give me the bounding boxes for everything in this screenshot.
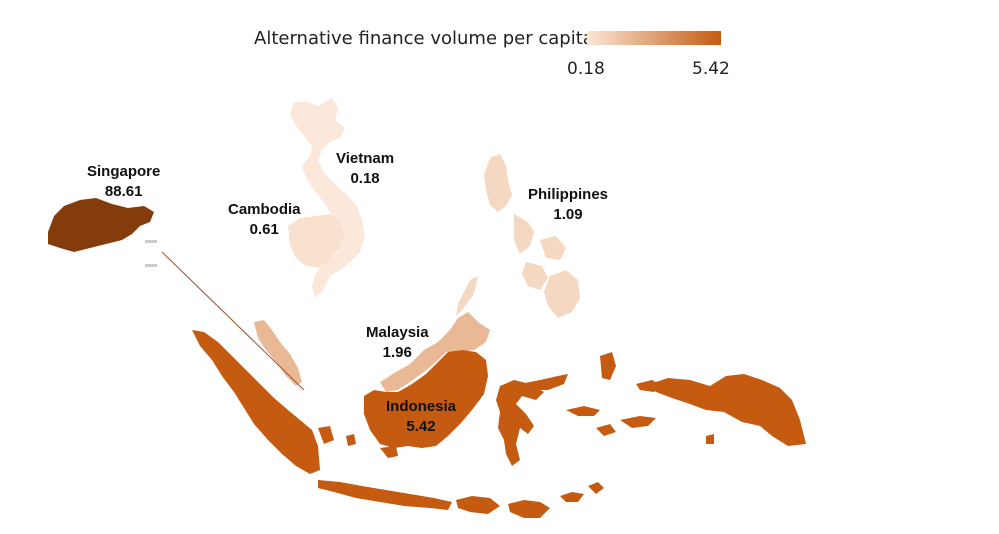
country-indonesia[interactable]: [192, 330, 806, 518]
country-philippines[interactable]: [456, 154, 580, 318]
legend-min-label: 0.18: [567, 59, 605, 79]
label-cambodia-value: 0.61: [249, 221, 279, 238]
label-vietnam-name: Vietnam: [336, 150, 395, 167]
label-philippines: Philippines 1.09: [528, 185, 608, 225]
singapore-leader-line: [161, 251, 305, 391]
inset-mark: [145, 240, 157, 243]
label-singapore: Singapore 88.61: [87, 162, 160, 202]
label-cambodia-name: Cambodia: [228, 201, 301, 218]
label-vietnam: Vietnam 0.18: [336, 149, 394, 189]
legend-title: Alternative finance volume per capita: [254, 28, 594, 49]
inset-mark: [145, 264, 157, 267]
label-vietnam-value: 0.18: [350, 170, 380, 187]
label-singapore-name: Singapore: [87, 163, 161, 180]
label-indonesia: Indonesia 5.42: [386, 397, 456, 437]
label-singapore-value: 88.61: [104, 183, 143, 200]
country-vietnam[interactable]: [290, 98, 365, 298]
legend-color-bar: [587, 31, 721, 45]
label-indonesia-value: 5.42: [406, 418, 436, 435]
label-philippines-value: 1.09: [553, 206, 583, 223]
legend-max-label: 5.42: [692, 59, 730, 79]
label-cambodia: Cambodia 0.61: [228, 200, 301, 240]
country-malaysia[interactable]: [254, 312, 490, 392]
label-malaysia-value: 1.96: [382, 344, 412, 361]
label-malaysia-name: Malaysia: [366, 324, 429, 341]
country-singapore[interactable]: [48, 198, 154, 252]
label-indonesia-name: Indonesia: [386, 398, 457, 415]
country-cambodia[interactable]: [288, 214, 344, 268]
label-malaysia: Malaysia 1.96: [366, 323, 429, 363]
label-philippines-name: Philippines: [528, 186, 609, 203]
